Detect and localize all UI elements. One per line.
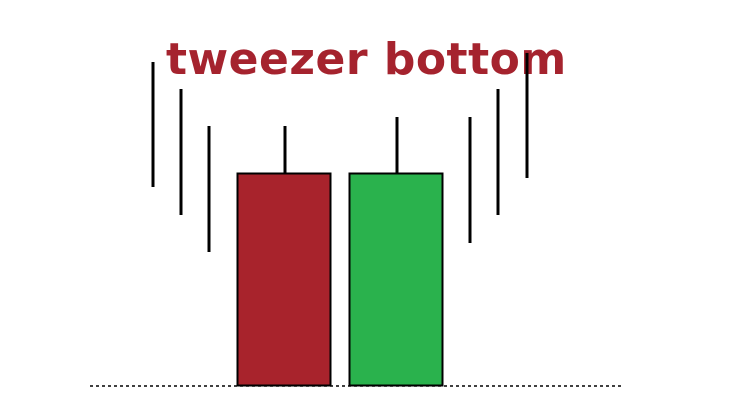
bearish-candle xyxy=(236,126,332,387)
diagram-title: tweezer bottom xyxy=(166,34,567,85)
bearish-candle-body xyxy=(236,172,332,387)
uptrend-lines xyxy=(468,53,529,243)
bullish-candle xyxy=(348,117,444,387)
downtrend-lines xyxy=(151,62,211,252)
bullish-candle-body xyxy=(348,172,444,387)
